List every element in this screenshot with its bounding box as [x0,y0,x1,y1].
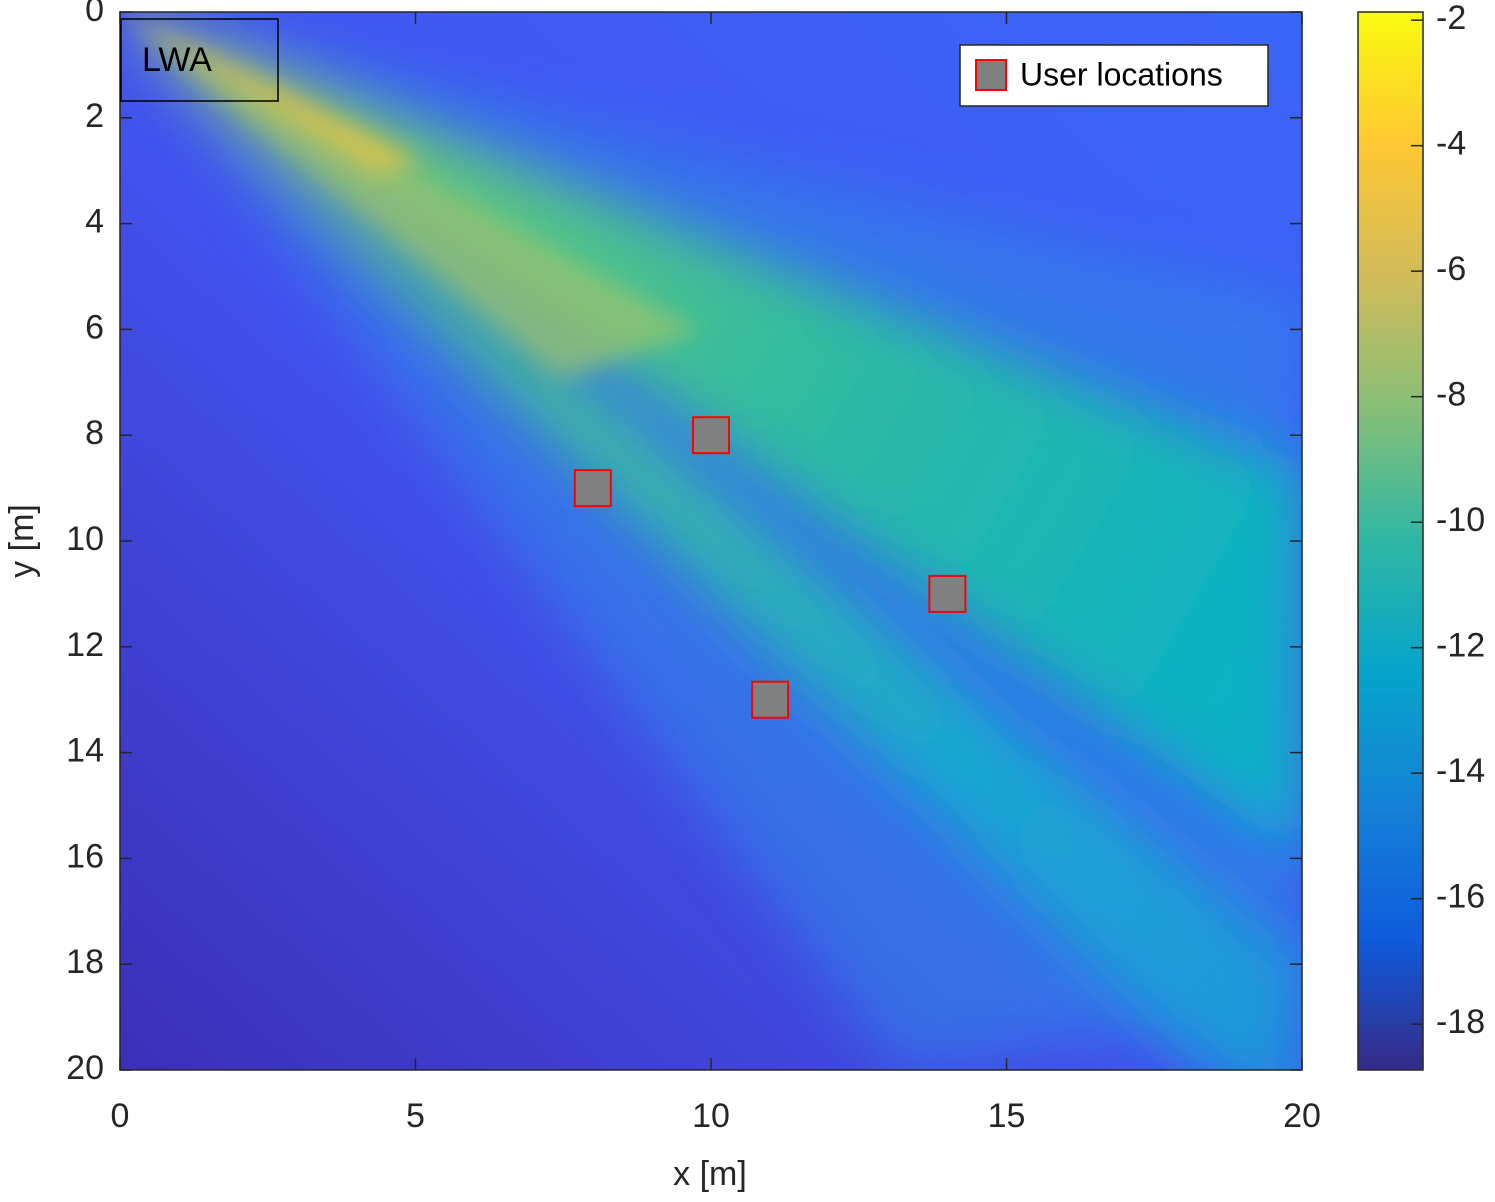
x-tick-label: 15 [988,1097,1026,1135]
y-tick-label: 14 [66,732,104,770]
colorbar-tick-label: -8 [1436,376,1466,414]
colorbar-tick-label: -16 [1436,878,1485,916]
user-marker [928,574,967,613]
y-tick-label: 10 [66,520,104,558]
y-tick-label: 8 [85,414,104,452]
user-marker [692,416,730,455]
legend [959,44,1269,107]
y-tick-label: 2 [85,97,104,135]
y-tick-label: 18 [66,943,104,981]
colorbar-tick-label: -4 [1436,125,1466,163]
x-tick-label: 5 [406,1097,425,1135]
y-tick-label: 0 [85,0,104,29]
x-axis-label: x [m] [673,1155,747,1193]
y-axis-label: y [m] [3,504,41,578]
legend-marker [975,59,1007,91]
colorbar-tick-label: -2 [1436,0,1466,37]
user-marker [573,469,612,508]
heatmap [120,12,1302,1070]
colorbar-tick-label: -14 [1436,752,1485,790]
y-tick-label: 6 [85,308,104,346]
y-tick-label: 20 [66,1049,104,1087]
y-tick-label: 4 [85,203,104,241]
x-tick-label: 20 [1283,1097,1321,1135]
y-tick-label: 16 [66,837,104,875]
colorbar-tick-label: -18 [1436,1003,1485,1041]
y-tick-label: 12 [66,626,104,664]
annotation: LWA [142,41,212,79]
colorbar-tick-label: -12 [1436,627,1485,665]
x-tick-label: 0 [111,1097,130,1135]
colorbar [1357,11,1424,1071]
legend-label: User locations [1020,56,1223,92]
user-marker [751,680,790,719]
colorbar-tick-label: -10 [1436,501,1485,539]
colorbar-tick-label: -6 [1436,250,1466,288]
x-tick-label: 10 [692,1097,730,1135]
